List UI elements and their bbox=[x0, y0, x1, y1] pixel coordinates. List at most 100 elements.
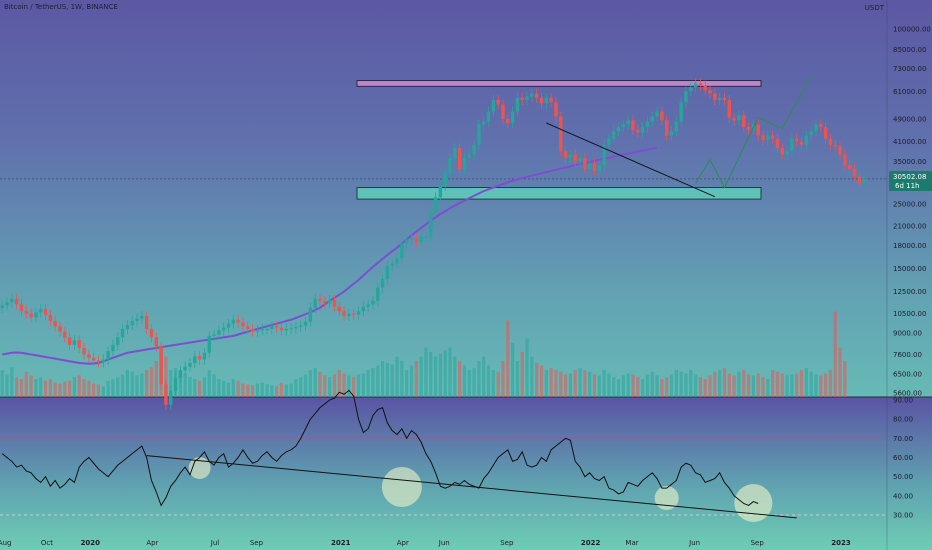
candle-body bbox=[592, 163, 597, 171]
volume-bar bbox=[804, 368, 808, 397]
candle-body bbox=[318, 298, 322, 302]
volume-bar bbox=[544, 370, 548, 397]
candle-body bbox=[722, 97, 727, 100]
volume-bar bbox=[443, 350, 447, 397]
candle-body bbox=[361, 306, 366, 312]
candle-body bbox=[294, 326, 298, 329]
volume-bar bbox=[535, 362, 539, 397]
candle-body bbox=[780, 147, 784, 155]
candle-body bbox=[554, 102, 558, 117]
volume-bar bbox=[400, 361, 404, 397]
candle-body bbox=[660, 111, 664, 121]
candle-body bbox=[207, 335, 211, 353]
candle-body bbox=[621, 124, 626, 128]
candle-body bbox=[53, 321, 57, 327]
volume-bar bbox=[785, 375, 789, 397]
volume-bar bbox=[467, 370, 471, 397]
volume-bar bbox=[438, 353, 442, 397]
volume-bar bbox=[39, 377, 43, 397]
volume-bar bbox=[116, 377, 120, 397]
candle-body bbox=[222, 327, 226, 331]
volume-bar bbox=[655, 375, 659, 397]
price-tick-label: 100000.00 bbox=[893, 26, 931, 34]
volume-bar bbox=[482, 356, 486, 397]
volume-bar bbox=[376, 365, 380, 397]
candle-body bbox=[48, 314, 53, 322]
candle-body bbox=[106, 351, 110, 360]
volume-bar bbox=[824, 373, 828, 397]
volume-bar bbox=[462, 365, 467, 397]
candle-body bbox=[135, 318, 139, 322]
candle-body bbox=[250, 328, 255, 332]
candle-body bbox=[823, 127, 828, 139]
oscillator-trendline bbox=[146, 455, 797, 519]
candle-body bbox=[144, 316, 149, 329]
volume-bar bbox=[742, 370, 746, 397]
volume-bar bbox=[520, 352, 524, 397]
volume-bar bbox=[169, 370, 173, 397]
candle-body bbox=[130, 321, 134, 325]
volume-bar bbox=[539, 365, 544, 397]
volume-bar bbox=[77, 375, 81, 397]
volume-bar bbox=[496, 371, 500, 397]
price-tick-label: 6500.00 bbox=[893, 371, 922, 379]
price-tick-label: 49000.00 bbox=[893, 116, 926, 124]
candle-body bbox=[376, 287, 380, 302]
volume-bar bbox=[231, 379, 235, 397]
volume-bar bbox=[356, 374, 361, 397]
candle-body bbox=[5, 302, 9, 306]
resistance-zone bbox=[356, 80, 762, 87]
candle-body bbox=[530, 93, 534, 97]
candle-body bbox=[34, 312, 38, 318]
volume-bar bbox=[226, 382, 231, 397]
candle-body bbox=[597, 165, 601, 171]
candle-body bbox=[202, 352, 207, 360]
volume-bar bbox=[145, 370, 149, 397]
candle-body bbox=[448, 158, 452, 173]
candle-body bbox=[43, 308, 48, 315]
candle-body bbox=[120, 328, 125, 338]
candle-body bbox=[746, 127, 751, 130]
candle-body bbox=[101, 359, 106, 363]
price-tick-label: 85000.00 bbox=[893, 46, 926, 54]
volume-bar bbox=[819, 375, 823, 397]
candle-body bbox=[862, 178, 866, 184]
x-tick-label: 2023 bbox=[831, 539, 851, 547]
volume-bar bbox=[645, 374, 650, 397]
volume-bar bbox=[751, 375, 755, 397]
candle-body bbox=[612, 131, 616, 139]
candle-body bbox=[515, 97, 520, 112]
price-tick-label: 9000.00 bbox=[893, 330, 922, 338]
volume-bar bbox=[29, 375, 33, 397]
support-zone bbox=[356, 187, 762, 200]
candle-body bbox=[183, 366, 187, 371]
candle-body bbox=[409, 238, 414, 240]
volume-bar bbox=[19, 379, 24, 397]
x-tick-label: 2022 bbox=[581, 539, 601, 547]
x-tick-label: Sep bbox=[250, 539, 264, 547]
price-tick-label: 18000.00 bbox=[893, 242, 926, 250]
volume-bar bbox=[737, 371, 741, 397]
candle-body bbox=[770, 135, 775, 139]
candle-body bbox=[438, 185, 443, 198]
candle-body bbox=[491, 99, 496, 112]
volume-bar bbox=[530, 356, 534, 397]
candle-body bbox=[799, 141, 804, 145]
volume-bar bbox=[693, 374, 698, 397]
candle-body bbox=[650, 116, 654, 122]
candle-body bbox=[260, 328, 264, 331]
volume-bar bbox=[328, 377, 332, 397]
candle-body bbox=[568, 154, 573, 159]
volume-bar bbox=[217, 379, 221, 397]
candle-body bbox=[462, 158, 467, 170]
candle-body bbox=[116, 337, 120, 345]
volume-bar bbox=[125, 370, 129, 397]
volume-bar bbox=[501, 361, 505, 397]
candle-body bbox=[501, 104, 505, 120]
volume-bar bbox=[684, 373, 688, 397]
candle-body bbox=[674, 121, 679, 132]
price-badge-box bbox=[889, 170, 932, 191]
volume-bar bbox=[48, 379, 52, 397]
moving-average-line bbox=[2, 146, 658, 365]
